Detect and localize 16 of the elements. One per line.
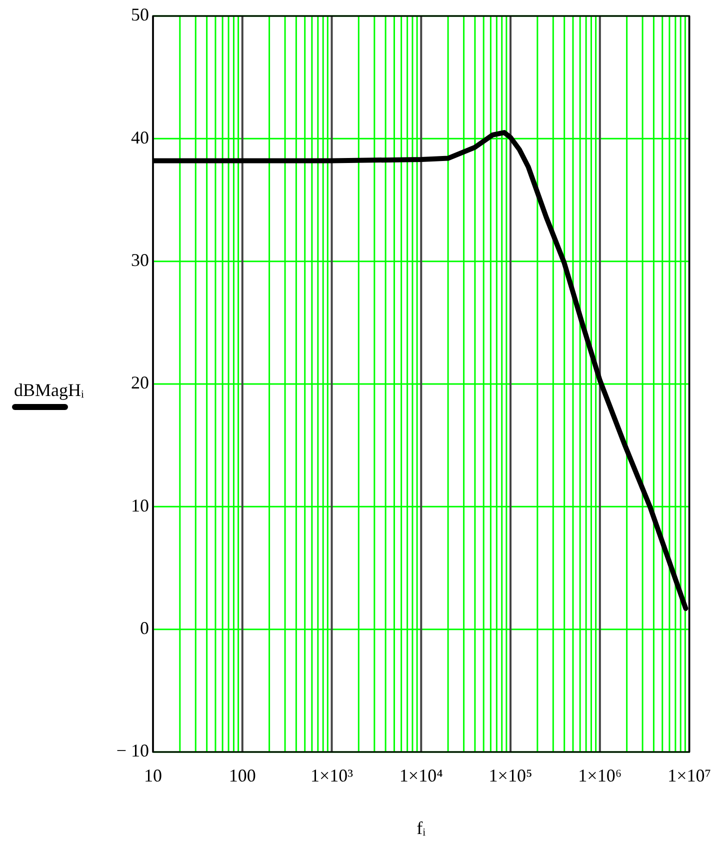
- y-tick-label: 50: [131, 4, 149, 25]
- y-tick-label: 20: [131, 372, 149, 393]
- y-tick-label: 10: [131, 495, 149, 516]
- x-axis-title: fᵢ: [416, 818, 426, 838]
- y-tick-label: 40: [131, 127, 149, 148]
- x-tick-label: 100: [228, 766, 256, 786]
- x-tick-label: 1×10³: [310, 766, 354, 786]
- y-tick-label: − 10: [116, 740, 149, 761]
- x-tick-label: 1×10⁴: [399, 766, 443, 786]
- y-tick-label: 0: [140, 618, 149, 638]
- x-tick-label: 10: [144, 766, 162, 786]
- y-tick-label: 30: [131, 250, 149, 270]
- x-tick-label: 1×10⁵: [488, 766, 532, 786]
- y-axis-title: dBMagHᵢ: [14, 380, 84, 400]
- x-tick-label: 1×10⁶: [578, 766, 622, 786]
- x-tick-label: 1×10⁷: [668, 766, 712, 786]
